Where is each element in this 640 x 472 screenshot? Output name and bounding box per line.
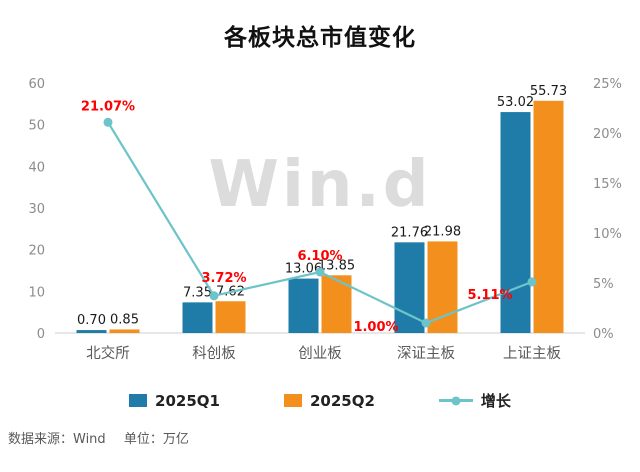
- legend-line-dot-marker: [438, 394, 473, 407]
- legend-item-growth: 增长: [438, 390, 511, 411]
- bar-value-label: 13.85: [318, 258, 355, 273]
- right-axis-tick-label: 5%: [593, 277, 614, 292]
- legend-line-dot: [451, 396, 461, 405]
- unit-note: 单位：万亿: [123, 432, 189, 447]
- growth-point-创业板: [315, 267, 325, 277]
- legend-swatch-2025q2: [283, 394, 302, 407]
- bar-value-label: 53.02: [497, 95, 534, 110]
- bar-2025Q2-上证主板: [533, 100, 564, 333]
- page-title: 各板块总市值变化: [224, 25, 416, 51]
- legend-item-2025q1: 2025Q1: [129, 392, 220, 410]
- x-axis-category-label: 上证主板: [503, 344, 561, 362]
- bar-2025Q1-科创板: [182, 302, 213, 333]
- right-axis-tick-label: 0%: [593, 327, 614, 342]
- growth-point-北交所: [103, 117, 113, 127]
- bar-value-label: 55.73: [530, 84, 567, 99]
- bar-value-label: 21.98: [424, 224, 461, 239]
- market-cap-bar-line-chart: 0 10 20 30 40 50 60 0% 5% 10% 15% 20% 25% 北交所 科创板 创业板 深证…: [28, 77, 622, 362]
- left-axis-tick-label: 50: [28, 119, 45, 134]
- bar-value-label: 21.76: [391, 225, 428, 240]
- left-axis-tick-label: 0: [37, 327, 45, 342]
- legend-label-2025q2: 2025Q2: [309, 391, 375, 410]
- bar-value-label: 0.85: [110, 312, 139, 327]
- left-axis-tick-label: 10: [28, 285, 45, 300]
- right-axis-tick-label: 10%: [593, 227, 622, 242]
- left-axis-tick-label: 20: [28, 244, 45, 259]
- bar-2025Q2-北交所: [109, 329, 140, 333]
- growth-value-label: 21.07%: [81, 99, 135, 114]
- bar-2025Q1-北交所: [76, 330, 107, 333]
- growth-value-label: 5.11%: [467, 288, 512, 303]
- growth-value-label: 6.10%: [297, 249, 342, 264]
- footer-notes: 数据来源：Wind 单位：万亿: [8, 428, 189, 447]
- data-source-note: 数据来源：Wind: [8, 432, 106, 447]
- left-axis-tick-label: 30: [28, 202, 45, 217]
- legend-item-2025q2: 2025Q2: [283, 391, 375, 410]
- growth-point-深证主板: [421, 318, 431, 328]
- growth-value-label: 1.00%: [353, 320, 398, 335]
- chart-legend: 2025Q1 2025Q2 增长: [0, 390, 640, 411]
- x-axis-category-label: 科创板: [192, 344, 236, 362]
- growth-value-label: 3.72%: [201, 271, 246, 286]
- x-axis-category-label: 北交所: [86, 344, 130, 362]
- legend-label-2025q1: 2025Q1: [155, 391, 220, 410]
- growth-point-上证主板: [527, 277, 537, 287]
- growth-point-科创板: [209, 291, 219, 301]
- x-axis-category-label: 深证主板: [397, 344, 455, 362]
- left-axis-tick-label: 60: [28, 77, 45, 92]
- bar-value-label: 0.70: [77, 313, 106, 328]
- bar-2025Q1-深证主板: [394, 242, 425, 333]
- bar-value-label: 7.35: [183, 285, 212, 300]
- left-axis-tick-label: 40: [28, 160, 45, 175]
- bar-2025Q1-创业板: [288, 278, 319, 333]
- legend-label-growth: 增长: [480, 392, 511, 410]
- bar-2025Q1-上证主板: [500, 112, 531, 333]
- x-axis-category-label: 创业板: [298, 344, 342, 362]
- right-axis-tick-label: 15%: [593, 177, 622, 192]
- bar-2025Q2-科创板: [215, 301, 246, 333]
- right-axis-tick-label: 20%: [593, 127, 622, 142]
- legend-swatch-2025q1: [129, 394, 148, 407]
- bar-2025Q2-深证主板: [427, 241, 458, 333]
- right-axis-tick-label: 25%: [593, 77, 622, 92]
